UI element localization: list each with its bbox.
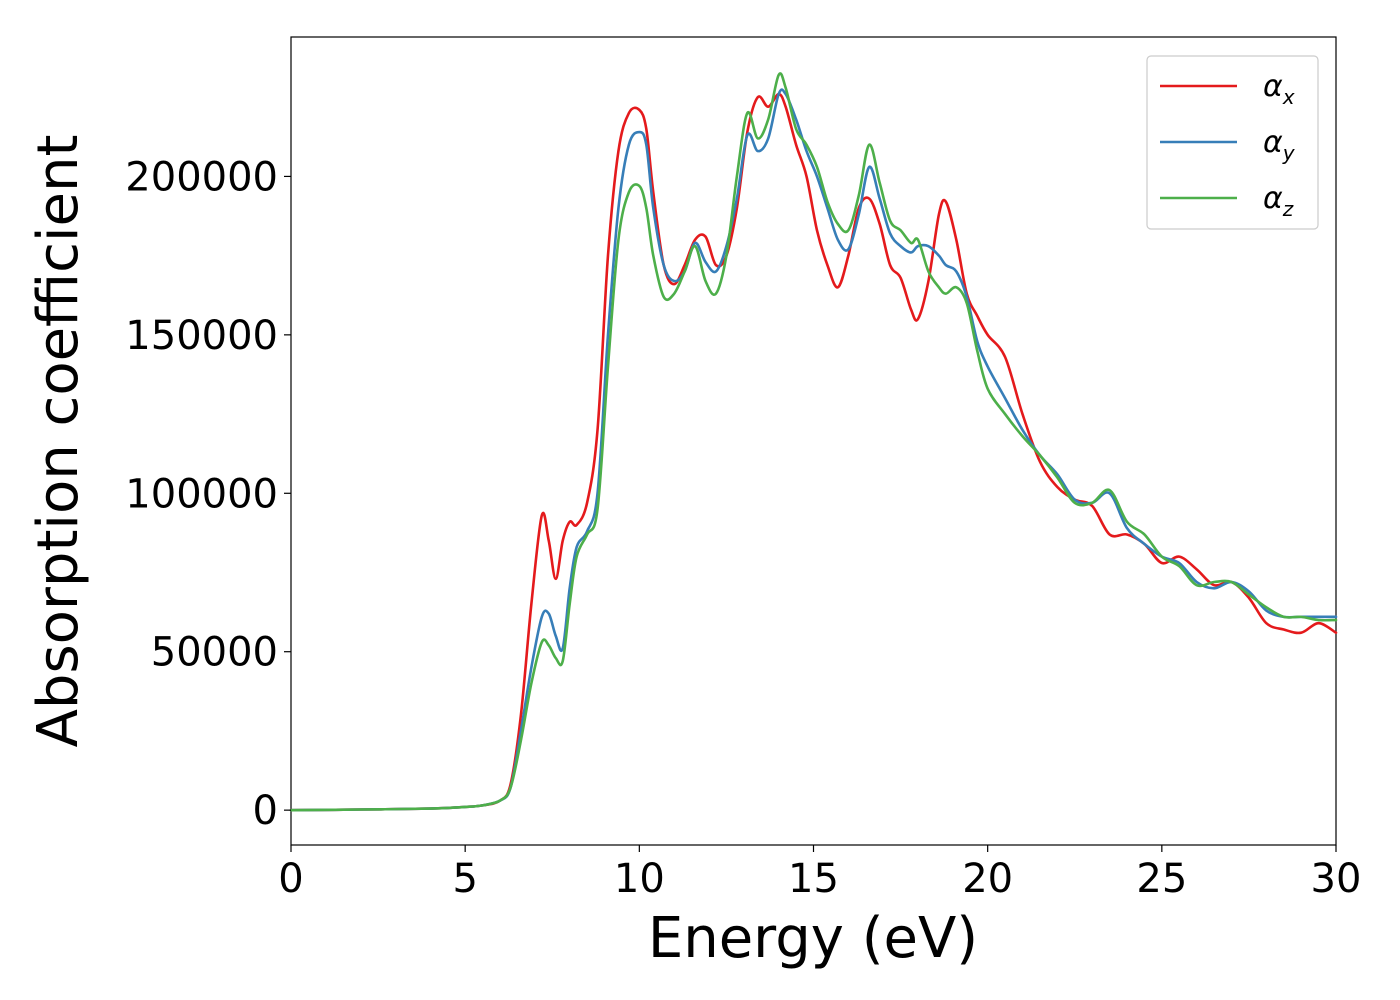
series-layer bbox=[289, 72, 1338, 812]
legend-label-x: αx bbox=[1263, 69, 1295, 109]
legend: αx αy αz bbox=[1146, 55, 1319, 230]
series-line-x bbox=[289, 92, 1338, 812]
legend-label-z: αz bbox=[1263, 181, 1294, 221]
y-tick-label: 200000 bbox=[125, 154, 278, 200]
x-tick-label: 25 bbox=[1136, 856, 1187, 902]
y-tick-label: 50000 bbox=[151, 630, 278, 676]
x-tick-label: 5 bbox=[452, 856, 477, 902]
y-tick-label: 0 bbox=[253, 788, 278, 834]
y-axis-title: Absorption coefficient bbox=[26, 135, 91, 748]
x-tick-label: 15 bbox=[788, 856, 839, 902]
x-axis: 0 5 10 15 20 25 30 bbox=[278, 845, 1361, 902]
y-tick-label: 150000 bbox=[125, 313, 278, 359]
x-axis-title: Energy (eV) bbox=[648, 906, 978, 971]
series-line-y bbox=[289, 88, 1338, 812]
x-tick-label: 30 bbox=[1311, 856, 1362, 902]
legend-label-y: αy bbox=[1263, 125, 1296, 165]
x-tick-label: 10 bbox=[614, 856, 665, 902]
y-axis: 0 50000 100000 150000 200000 bbox=[125, 154, 291, 834]
y-tick-label: 100000 bbox=[125, 471, 278, 517]
series-line-z bbox=[289, 72, 1338, 812]
x-tick-label: 20 bbox=[962, 856, 1013, 902]
x-tick-label: 0 bbox=[278, 856, 303, 902]
